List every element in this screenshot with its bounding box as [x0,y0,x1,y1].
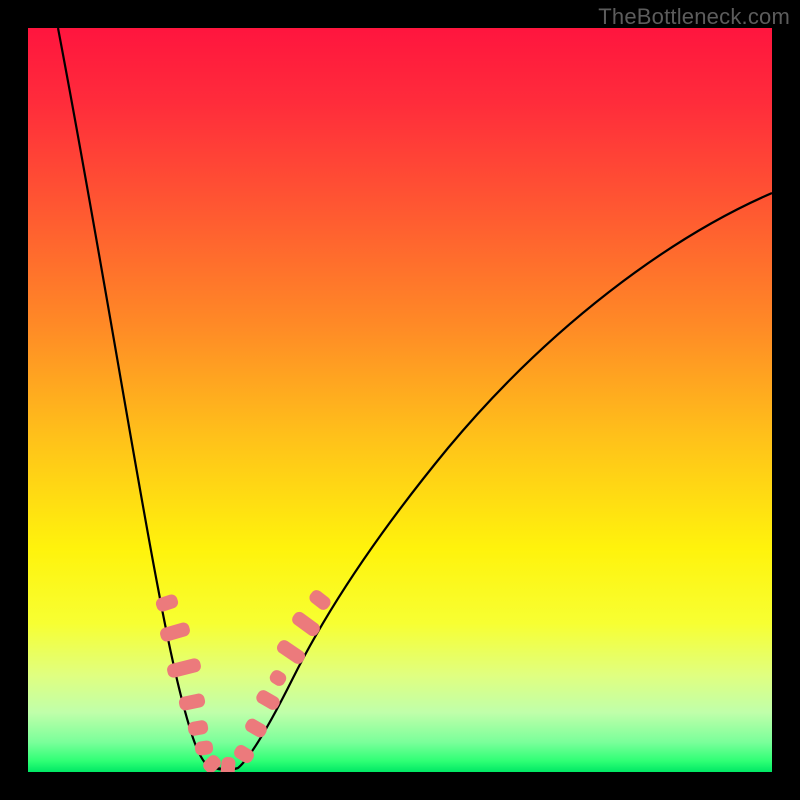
curve-layer [28,28,772,772]
curve-left [58,28,211,767]
curve-right [217,193,772,770]
chart-frame: TheBottleneck.com [0,0,800,800]
plot-area [28,28,772,772]
bead-marker [220,756,236,772]
watermark-text: TheBottleneck.com [598,4,790,30]
